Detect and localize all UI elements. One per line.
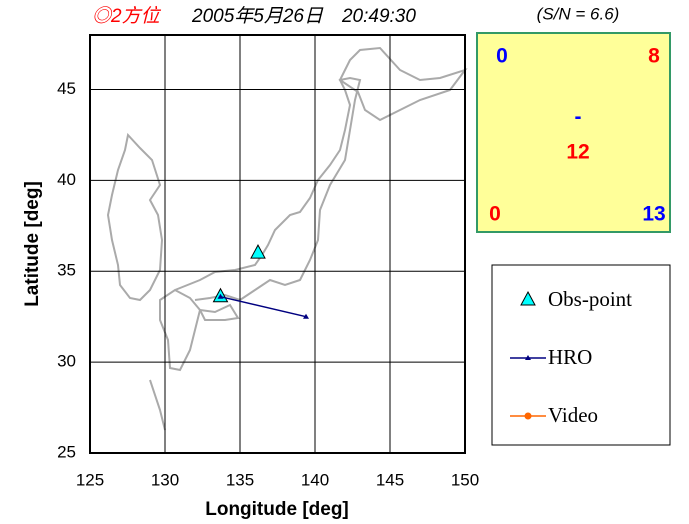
x-tick-label: 125 bbox=[76, 470, 104, 489]
series-line bbox=[220, 295, 307, 318]
sn-label: (S/N = 6.6) bbox=[537, 4, 620, 23]
x-axis-label: Longitude [deg] bbox=[205, 499, 349, 520]
panel-value: 0 bbox=[489, 203, 501, 226]
chart-subtitle: 2005年5月26日 20:49:30 bbox=[191, 5, 416, 27]
legend-marker bbox=[524, 412, 532, 420]
panel-box bbox=[476, 32, 671, 233]
x-tick-label: 150 bbox=[451, 470, 479, 489]
legend-label: Video bbox=[548, 403, 598, 427]
legend-marker bbox=[525, 355, 531, 360]
legend-box bbox=[491, 264, 671, 446]
coastline bbox=[106, 46, 468, 431]
y-tick-label: 25 bbox=[57, 442, 76, 461]
legend-label: Obs-point bbox=[548, 287, 632, 311]
x-tick-label: 140 bbox=[301, 470, 329, 489]
legend-label: HRO bbox=[548, 345, 592, 369]
panel-value: - bbox=[575, 106, 582, 129]
y-tick-label: 40 bbox=[57, 170, 76, 189]
panel-value: 0 bbox=[496, 45, 508, 68]
x-tick-label: 145 bbox=[376, 470, 404, 489]
panel-value: 8 bbox=[648, 45, 660, 68]
marker bbox=[250, 244, 266, 259]
y-tick-label: 30 bbox=[57, 352, 76, 371]
marker bbox=[217, 293, 224, 299]
panel-value: 13 bbox=[642, 203, 665, 226]
legend-marker bbox=[520, 290, 536, 306]
x-tick-label: 130 bbox=[151, 470, 179, 489]
plot-frame bbox=[89, 34, 466, 454]
chart-title: ◎2方位 bbox=[92, 5, 162, 27]
x-tick-label: 135 bbox=[226, 470, 254, 489]
marker bbox=[303, 313, 309, 319]
y-tick-label: 35 bbox=[57, 261, 76, 280]
panel-value: 12 bbox=[566, 141, 589, 164]
y-axis-label: Latitude [deg] bbox=[22, 181, 43, 307]
y-tick-label: 45 bbox=[57, 79, 76, 98]
